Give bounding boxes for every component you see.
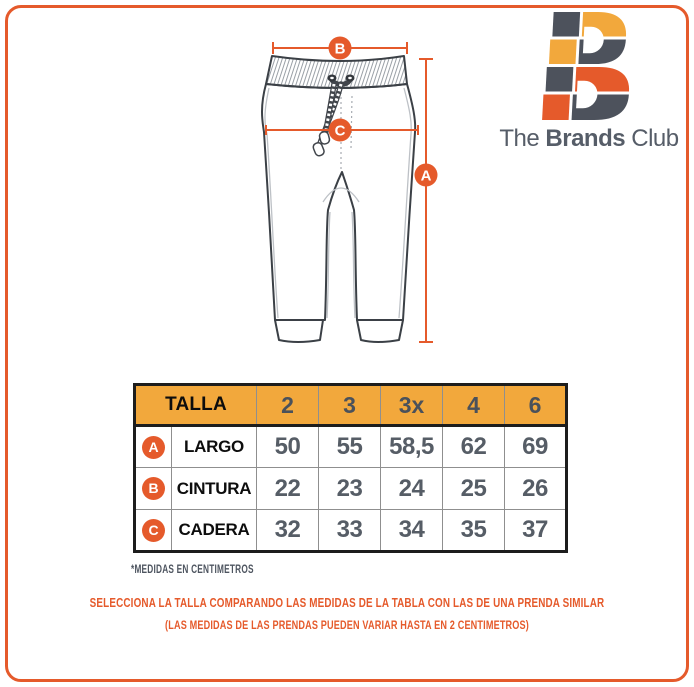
units-footnote: *MEDIDAS EN CENTIMETROS bbox=[131, 564, 254, 576]
largo-size-3x: 58,5 bbox=[380, 425, 443, 468]
brand-logo: The Brands Club bbox=[489, 12, 689, 153]
badge-cell-c: C bbox=[134, 509, 172, 552]
pants-measurement-diagram: B C A bbox=[233, 26, 445, 350]
badge-b: B bbox=[142, 477, 165, 500]
waistband bbox=[265, 55, 408, 89]
header-size-3: 3 bbox=[318, 384, 381, 427]
cintura-size-3x: 24 bbox=[380, 467, 443, 510]
brand-b-icon bbox=[542, 12, 630, 121]
row-label-largo: LARGO bbox=[171, 425, 257, 468]
notice-line-2: (LAS MEDIDAS DE LAS PRENDAS PUEDEN VARIA… bbox=[165, 618, 529, 632]
largo-size-3: 55 bbox=[318, 425, 381, 468]
badge-c: C bbox=[142, 518, 165, 542]
size-selection-notice: SELECCIONA LA TALLA COMPARANDO LAS MEDID… bbox=[0, 595, 694, 632]
row-label-cadera: CADERA bbox=[171, 509, 257, 552]
seam-lines bbox=[264, 87, 412, 319]
cadera-size-2: 32 bbox=[256, 509, 319, 552]
cadera-size-6: 37 bbox=[504, 509, 567, 552]
table-row-cintura: B CINTURA 22 23 24 25 26 bbox=[134, 467, 567, 510]
badge-a: A bbox=[142, 435, 165, 459]
measure-badge-b bbox=[328, 36, 352, 60]
fly-stitch-dotted-lines bbox=[340, 92, 353, 170]
largo-size-6: 69 bbox=[504, 425, 567, 468]
measure-label-b: B bbox=[335, 41, 346, 58]
wordmark-club: Club bbox=[631, 125, 679, 152]
measure-line-a bbox=[419, 58, 433, 343]
header-size-2: 2 bbox=[256, 384, 319, 427]
header-size-6: 6 bbox=[504, 384, 567, 427]
drawstring bbox=[312, 74, 355, 157]
largo-size-4: 62 bbox=[442, 425, 505, 468]
pants-body-outline bbox=[261, 83, 417, 321]
cintura-size-2: 22 bbox=[256, 467, 319, 510]
measure-label-c: C bbox=[335, 123, 346, 140]
pants-diagram-svg: B C A bbox=[261, 36, 438, 343]
largo-size-2: 50 bbox=[256, 425, 319, 468]
badge-cell-b: B bbox=[134, 467, 172, 510]
cadera-size-3: 33 bbox=[318, 509, 381, 552]
size-table-container: TALLA 2 3 3x 4 6 A LARGO 50 55 58,5 62 6… bbox=[133, 383, 568, 553]
header-size-4: 4 bbox=[442, 384, 505, 427]
measure-badge-a bbox=[414, 163, 438, 187]
row-label-cintura: CINTURA bbox=[171, 467, 257, 510]
left-cuff bbox=[274, 319, 324, 343]
brand-wordmark: The Brands Club bbox=[489, 125, 689, 153]
wordmark-brands: Brands bbox=[545, 125, 626, 152]
cintura-size-3: 23 bbox=[318, 467, 381, 510]
header-size-3x: 3x bbox=[380, 384, 443, 427]
notice-line-1: SELECCIONA LA TALLA COMPARANDO LAS MEDID… bbox=[89, 595, 605, 610]
header-talla: TALLA bbox=[134, 384, 257, 427]
table-row-cadera: C CADERA 32 33 34 35 37 bbox=[134, 509, 567, 552]
cadera-size-4: 35 bbox=[442, 509, 505, 552]
measure-badge-c bbox=[328, 118, 352, 142]
wordmark-the: The bbox=[499, 125, 540, 152]
cintura-size-6: 26 bbox=[504, 467, 567, 510]
cintura-size-4: 25 bbox=[442, 467, 505, 510]
measure-label-a: A bbox=[421, 168, 432, 185]
cadera-size-3x: 34 bbox=[380, 509, 443, 552]
size-table: TALLA 2 3 3x 4 6 A LARGO 50 55 58,5 62 6… bbox=[133, 383, 568, 553]
table-row-largo: A LARGO 50 55 58,5 62 69 bbox=[134, 425, 567, 468]
right-cuff bbox=[356, 319, 404, 343]
table-header-row: TALLA 2 3 3x 4 6 bbox=[134, 384, 567, 427]
badge-cell-a: A bbox=[134, 425, 172, 468]
